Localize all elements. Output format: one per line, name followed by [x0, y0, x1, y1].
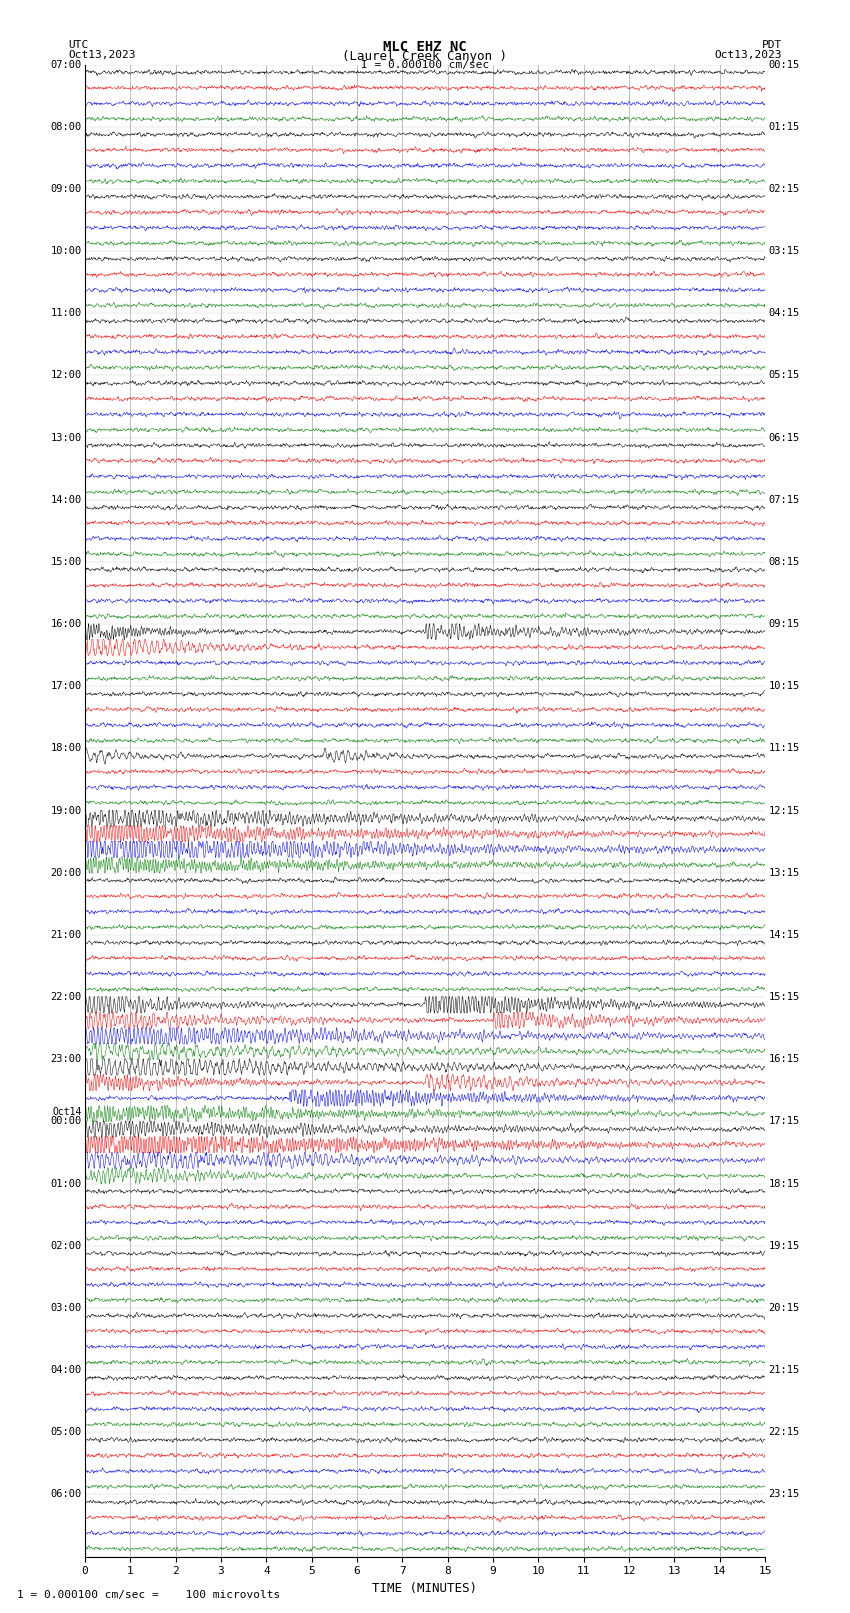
- Text: 15:15: 15:15: [768, 992, 800, 1002]
- Text: 05:00: 05:00: [50, 1428, 82, 1437]
- Text: 01:15: 01:15: [768, 121, 800, 132]
- Text: 17:15: 17:15: [768, 1116, 800, 1126]
- Text: 13:00: 13:00: [50, 432, 82, 442]
- Text: 23:15: 23:15: [768, 1489, 800, 1500]
- Text: 06:00: 06:00: [50, 1489, 82, 1500]
- Text: 20:00: 20:00: [50, 868, 82, 877]
- Text: 21:15: 21:15: [768, 1365, 800, 1374]
- Text: (Laurel Creek Canyon ): (Laurel Creek Canyon ): [343, 50, 507, 63]
- Text: 18:15: 18:15: [768, 1179, 800, 1189]
- Text: 19:00: 19:00: [50, 805, 82, 816]
- Text: 15:00: 15:00: [50, 556, 82, 566]
- Text: 16:00: 16:00: [50, 619, 82, 629]
- Text: 16:15: 16:15: [768, 1055, 800, 1065]
- Text: 10:00: 10:00: [50, 247, 82, 256]
- Text: 10:15: 10:15: [768, 681, 800, 692]
- Text: 11:00: 11:00: [50, 308, 82, 318]
- Text: 20:15: 20:15: [768, 1303, 800, 1313]
- X-axis label: TIME (MINUTES): TIME (MINUTES): [372, 1582, 478, 1595]
- Text: 08:00: 08:00: [50, 121, 82, 132]
- Text: Oct13,2023: Oct13,2023: [68, 50, 135, 60]
- Text: PDT: PDT: [762, 40, 782, 50]
- Text: 14:00: 14:00: [50, 495, 82, 505]
- Text: 09:15: 09:15: [768, 619, 800, 629]
- Text: 23:00: 23:00: [50, 1055, 82, 1065]
- Text: Oct13,2023: Oct13,2023: [715, 50, 782, 60]
- Text: MLC EHZ NC: MLC EHZ NC: [383, 40, 467, 55]
- Text: 14:15: 14:15: [768, 929, 800, 940]
- Text: 12:00: 12:00: [50, 371, 82, 381]
- Text: 22:15: 22:15: [768, 1428, 800, 1437]
- Text: 18:00: 18:00: [50, 744, 82, 753]
- Text: 11:15: 11:15: [768, 744, 800, 753]
- Text: 04:00: 04:00: [50, 1365, 82, 1374]
- Text: Oct14: Oct14: [52, 1107, 82, 1118]
- Text: 03:00: 03:00: [50, 1303, 82, 1313]
- Text: 01:00: 01:00: [50, 1179, 82, 1189]
- Text: 02:00: 02:00: [50, 1240, 82, 1250]
- Text: 1 = 0.000100 cm/sec =    100 microvolts: 1 = 0.000100 cm/sec = 100 microvolts: [17, 1590, 280, 1600]
- Text: 06:15: 06:15: [768, 432, 800, 442]
- Text: 03:15: 03:15: [768, 247, 800, 256]
- Text: I = 0.000100 cm/sec: I = 0.000100 cm/sec: [361, 60, 489, 69]
- Text: 21:00: 21:00: [50, 929, 82, 940]
- Text: 19:15: 19:15: [768, 1240, 800, 1250]
- Text: 09:00: 09:00: [50, 184, 82, 194]
- Text: 02:15: 02:15: [768, 184, 800, 194]
- Text: 13:15: 13:15: [768, 868, 800, 877]
- Text: 17:00: 17:00: [50, 681, 82, 692]
- Text: 08:15: 08:15: [768, 556, 800, 566]
- Text: 00:15: 00:15: [768, 60, 800, 69]
- Text: 07:00: 07:00: [50, 60, 82, 69]
- Text: 22:00: 22:00: [50, 992, 82, 1002]
- Text: 05:15: 05:15: [768, 371, 800, 381]
- Text: 07:15: 07:15: [768, 495, 800, 505]
- Text: 12:15: 12:15: [768, 805, 800, 816]
- Text: 04:15: 04:15: [768, 308, 800, 318]
- Text: UTC: UTC: [68, 40, 88, 50]
- Text: 00:00: 00:00: [50, 1116, 82, 1126]
